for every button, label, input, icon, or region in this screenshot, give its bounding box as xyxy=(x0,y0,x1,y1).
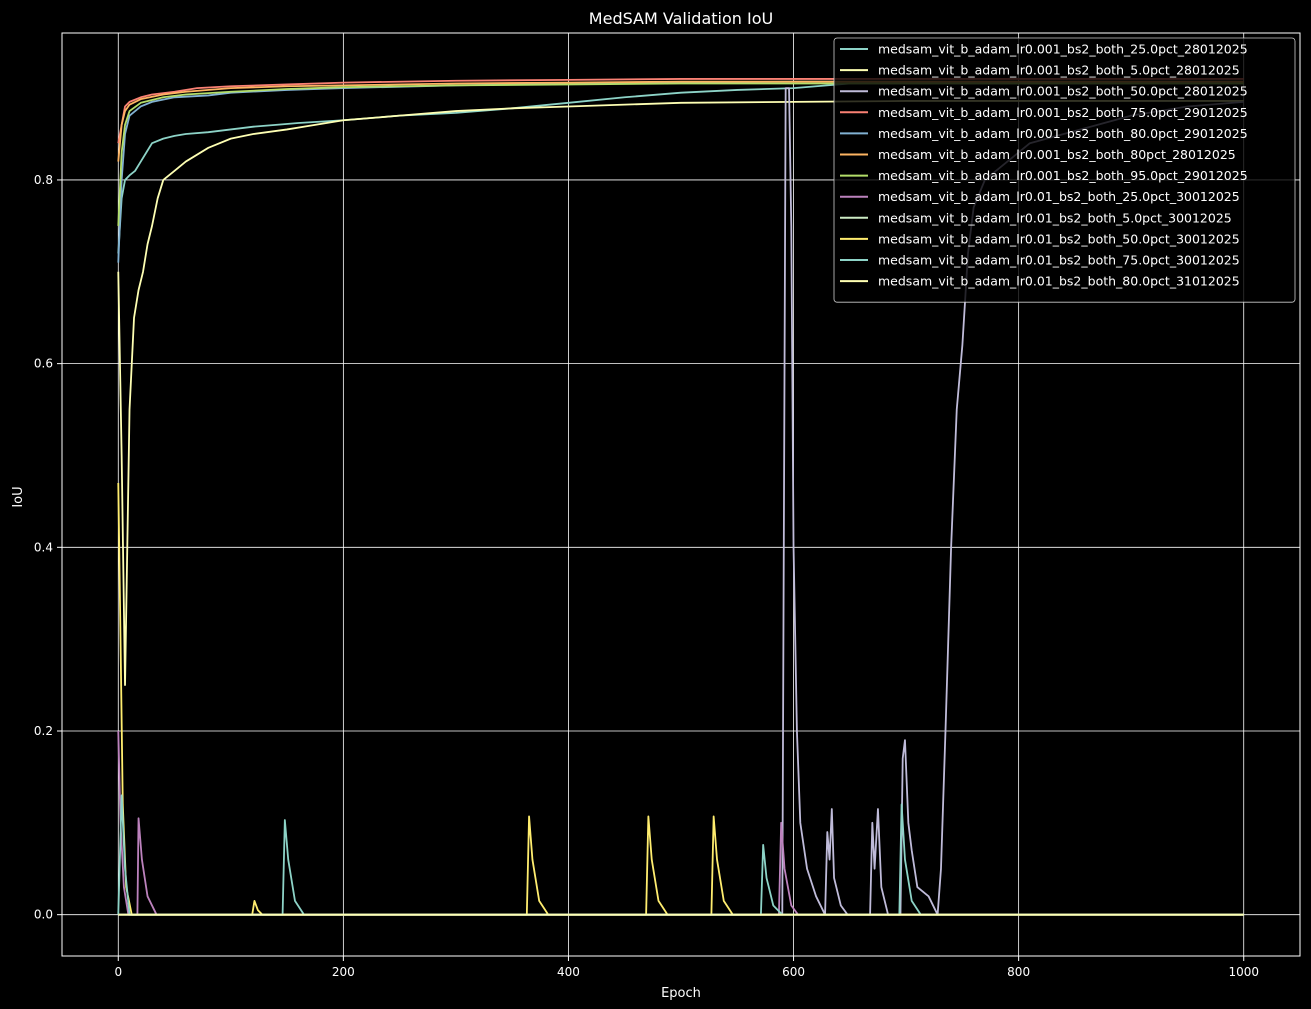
legend-entry: medsam_vit_b_adam_lr0.01_bs2_both_25.0pc… xyxy=(840,189,1240,204)
y-tick-label: 0.4 xyxy=(34,540,53,554)
x-axis-label: Epoch xyxy=(661,986,701,1001)
y-tick-label: 0.8 xyxy=(34,173,53,187)
legend-label: medsam_vit_b_adam_lr0.001_bs2_both_80pct… xyxy=(878,147,1236,162)
series-layer xyxy=(117,78,1244,916)
legend-entry: medsam_vit_b_adam_lr0.01_bs2_both_50.0pc… xyxy=(840,231,1240,246)
legend-label: medsam_vit_b_adam_lr0.001_bs2_both_75.0p… xyxy=(878,105,1248,120)
y-ticks: 0.0 0.2 0.4 0.6 0.8 xyxy=(34,173,62,922)
legend-entry: medsam_vit_b_adam_lr0.01_bs2_both_80.0pc… xyxy=(840,274,1240,289)
chart-title: MedSAM Validation IoU xyxy=(589,9,773,28)
series-line-2 xyxy=(117,100,1244,686)
y-tick-label: 0.2 xyxy=(34,724,53,738)
x-tick-label: 600 xyxy=(782,965,805,979)
legend-label: medsam_vit_b_adam_lr0.001_bs2_both_5.0pc… xyxy=(878,63,1240,78)
legend-label: medsam_vit_b_adam_lr0.001_bs2_both_50.0p… xyxy=(878,84,1248,99)
legend-entry: medsam_vit_b_adam_lr0.001_bs2_both_80pct… xyxy=(840,147,1236,162)
x-tick-label: 400 xyxy=(557,965,580,979)
legend-entry: medsam_vit_b_adam_lr0.01_bs2_both_5.0pct… xyxy=(840,210,1232,225)
legend-label: medsam_vit_b_adam_lr0.001_bs2_both_25.0p… xyxy=(878,42,1248,57)
legend: medsam_vit_b_adam_lr0.001_bs2_both_25.0p… xyxy=(833,37,1296,303)
y-axis-label: IoU xyxy=(11,486,26,507)
y-tick-label: 0.0 xyxy=(34,908,53,922)
x-tick-label: 1000 xyxy=(1228,965,1259,979)
legend-label: medsam_vit_b_adam_lr0.01_bs2_both_5.0pct… xyxy=(878,210,1232,225)
x-tick-label: 800 xyxy=(1007,965,1030,979)
x-tick-label: 0 xyxy=(114,965,122,979)
x-ticks: 0 200 400 600 800 1000 xyxy=(114,956,1259,979)
legend-entry: medsam_vit_b_adam_lr0.001_bs2_both_95.0p… xyxy=(840,168,1248,183)
y-tick-label: 0.6 xyxy=(34,357,53,371)
legend-entry: medsam_vit_b_adam_lr0.01_bs2_both_75.0pc… xyxy=(840,253,1240,268)
legend-entry: medsam_vit_b_adam_lr0.001_bs2_both_75.0p… xyxy=(840,105,1248,120)
legend-label: medsam_vit_b_adam_lr0.01_bs2_both_50.0pc… xyxy=(878,231,1240,246)
legend-label: medsam_vit_b_adam_lr0.001_bs2_both_95.0p… xyxy=(878,168,1248,183)
legend-label: medsam_vit_b_adam_lr0.01_bs2_both_25.0pc… xyxy=(878,189,1240,204)
series-line-1 xyxy=(117,82,1244,254)
legend-label: medsam_vit_b_adam_lr0.01_bs2_both_75.0pc… xyxy=(878,253,1240,268)
x-tick-label: 200 xyxy=(332,965,355,979)
legend-label: medsam_vit_b_adam_lr0.01_bs2_both_80.0pc… xyxy=(878,274,1240,289)
legend-box xyxy=(833,37,1296,303)
plot-frame xyxy=(61,32,1301,957)
legend-entry: medsam_vit_b_adam_lr0.001_bs2_both_25.0p… xyxy=(840,42,1248,57)
legend-label: medsam_vit_b_adam_lr0.001_bs2_both_80.0p… xyxy=(878,126,1248,141)
legend-entry: medsam_vit_b_adam_lr0.001_bs2_both_5.0pc… xyxy=(840,63,1240,78)
legend-entry: medsam_vit_b_adam_lr0.001_bs2_both_80.0p… xyxy=(840,126,1248,141)
legend-entry: medsam_vit_b_adam_lr0.001_bs2_both_50.0p… xyxy=(840,84,1248,99)
series-line-8 xyxy=(117,730,1244,916)
